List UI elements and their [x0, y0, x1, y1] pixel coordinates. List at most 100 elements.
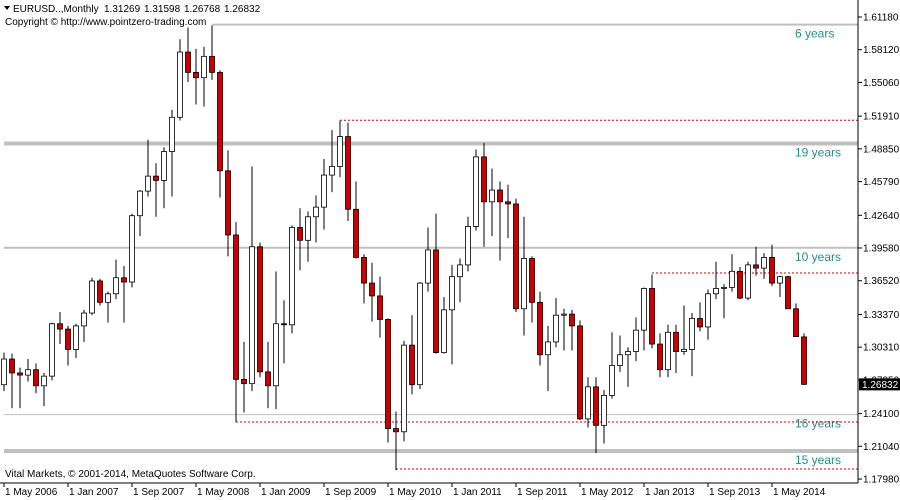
candle-body [73, 325, 79, 350]
y-tick-label: 1.61180 [863, 12, 899, 23]
y-tick-label: 1.36520 [863, 276, 900, 287]
y-tick-label: 1.51910 [863, 112, 900, 123]
candle-body [265, 371, 271, 387]
x-tick-label: 1 May 2014 [773, 487, 826, 498]
x-tick-label: 1 Sep 2007 [133, 487, 185, 498]
x-tick-label: 1 Sep 2011 [517, 487, 568, 498]
candle-body [121, 277, 127, 283]
x-tick-label: 1 May 2012 [581, 487, 634, 498]
x-tick-label: 1 Jan 2013 [645, 487, 695, 498]
candle-body [417, 282, 423, 386]
candle-body [601, 395, 607, 426]
y-tick-label: 1.24100 [863, 409, 900, 420]
candle-body [97, 280, 103, 303]
candle-body [513, 203, 519, 310]
candle-body [553, 314, 559, 343]
candle-body [673, 331, 679, 352]
candle-body [33, 369, 39, 387]
candle-body [49, 323, 55, 377]
candle-body [785, 276, 791, 310]
level-label: 19 years [795, 146, 841, 160]
candle-body [153, 175, 159, 181]
y-tick-label: 1.48850 [863, 144, 900, 155]
candle-body [337, 136, 343, 167]
candle-body [225, 170, 231, 236]
candle-body [201, 55, 207, 79]
candle-body [681, 349, 687, 352]
candle-body [9, 358, 15, 374]
candle-body [137, 190, 143, 217]
candle-body [89, 280, 95, 314]
y-tick-label: 1.30310 [863, 343, 900, 354]
candle-body [361, 257, 367, 284]
y-tick-label: 1.42640 [863, 211, 900, 222]
candle-body [185, 51, 191, 73]
candle-body [505, 201, 511, 205]
y-tick-label: 1.55060 [863, 78, 900, 89]
candle-body [393, 428, 399, 433]
candle-body [729, 270, 735, 288]
candle-body [345, 136, 351, 210]
candle-body [321, 174, 327, 208]
candle-body [81, 312, 87, 327]
candle-body [649, 288, 655, 345]
candle-body [481, 156, 487, 203]
candle-body [585, 386, 591, 420]
y-tick-label: 1.58120 [863, 45, 900, 56]
candle-body [305, 216, 311, 241]
candle-body [401, 344, 407, 433]
candle-body [529, 258, 535, 303]
candle-body [281, 323, 287, 326]
candle-body [593, 386, 599, 426]
footer: Vital Markets, © 2001-2014, MetaQuotes S… [5, 469, 256, 480]
candle-body [625, 351, 631, 356]
candle-body [609, 365, 615, 396]
candle-body [329, 166, 335, 176]
candle-body [689, 317, 695, 350]
y-tick-label: 1.17980 [863, 475, 900, 486]
candle-body [713, 288, 719, 295]
symbol: EURUSD..,Monthly [13, 4, 99, 15]
y-tick-label: 1.21040 [863, 442, 900, 453]
x-tick-label: 1 May 2010 [389, 487, 442, 498]
candle-body [409, 344, 415, 386]
candle-body [177, 51, 183, 118]
candle-body [105, 293, 111, 303]
candle-body [145, 175, 151, 192]
candle-body [233, 234, 239, 380]
candle-body [441, 309, 447, 354]
candle-body [289, 227, 295, 326]
candle-body [777, 276, 783, 284]
y-tick-label: 1.45790 [863, 177, 900, 188]
candle-body [705, 293, 711, 328]
price-box [859, 378, 900, 391]
candle-body [273, 323, 279, 387]
low-value: 1.26768 [184, 4, 221, 15]
x-tick-label: 1 Sep 2009 [325, 487, 377, 498]
x-tick-label: 1 May 2008 [197, 487, 250, 498]
level-label: 10 years [795, 250, 841, 264]
candle-body [577, 325, 583, 420]
candle-body [41, 375, 47, 387]
candle-body [769, 257, 775, 284]
candle-body [249, 246, 255, 385]
candle-body [65, 328, 71, 350]
candles [1, 25, 807, 471]
candle-body [745, 264, 751, 299]
candle-body [161, 151, 167, 181]
candle-body [425, 249, 431, 284]
candle-body [489, 189, 495, 203]
candle-body [617, 354, 623, 366]
level-label: 6 years [795, 27, 834, 41]
y-tick-label: 1.39580 [863, 244, 900, 255]
candle-body [169, 116, 175, 152]
candle-body [353, 208, 359, 258]
menu-arrow [4, 6, 10, 10]
high-value: 1.31598 [144, 4, 181, 15]
level-label: 15 years [795, 453, 841, 467]
candle-body [377, 295, 383, 320]
copyright: Copyright © http://www.pointzero-trading… [5, 17, 206, 28]
candle-body [665, 331, 671, 371]
